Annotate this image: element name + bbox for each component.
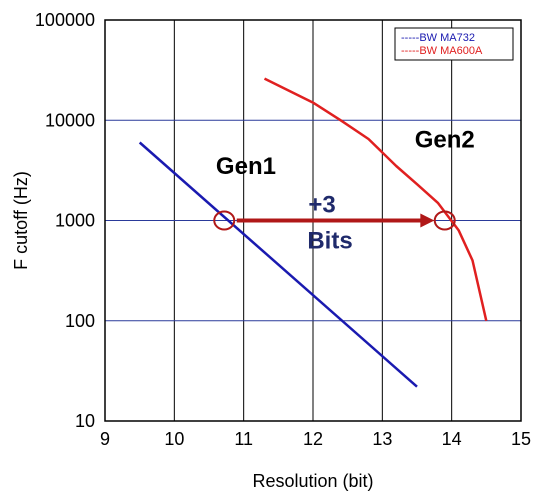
gen2-label: Gen2 <box>415 126 475 153</box>
series-line-bw-ma732 <box>138 141 418 388</box>
x-tick-label: 14 <box>442 429 462 449</box>
y-axis-label: F cutoff (Hz) <box>11 171 31 270</box>
highlight-circle-2 <box>433 210 456 231</box>
legend: -----BW MA732 -----BW MA600A <box>394 27 514 61</box>
y-tick-label: 1000 <box>55 211 95 231</box>
x-tick-label: 10 <box>164 429 184 449</box>
y-tick-labels: 10 100 1000 10000 100000 <box>35 10 95 431</box>
bits-label: Bits <box>307 228 352 255</box>
gen1-label: Gen1 <box>216 153 276 180</box>
plus-three-label: +3 <box>308 192 335 219</box>
series-line-bw-ma600a <box>263 77 488 322</box>
plot-frame <box>104 19 522 422</box>
x-tick-labels: 9 10 11 12 13 14 15 <box>100 429 531 449</box>
y-tick-label: 100000 <box>35 10 95 30</box>
legend-box <box>394 27 514 61</box>
series-layer <box>138 77 488 388</box>
highlight-circle-1 <box>213 210 236 231</box>
y-tick-label: 10 <box>75 411 95 431</box>
arrow-head <box>420 213 435 228</box>
x-tick-label: 11 <box>234 429 253 449</box>
y-tick-label: 10000 <box>45 110 95 130</box>
annotations: Gen1 Gen2 +3 Bits <box>213 126 475 255</box>
x-tick-label: 12 <box>303 429 323 449</box>
x-axis-label: Resolution (bit) <box>252 471 373 491</box>
x-tick-label: 15 <box>511 429 531 449</box>
x-tick-label: 13 <box>372 429 392 449</box>
legend-entry-bw-ma732: -----BW MA732 <box>401 32 475 44</box>
x-tick-label: 9 <box>100 429 110 449</box>
legend-entry-bw-ma600a: -----BW MA600A <box>401 45 483 57</box>
y-tick-label: 100 <box>65 311 95 331</box>
